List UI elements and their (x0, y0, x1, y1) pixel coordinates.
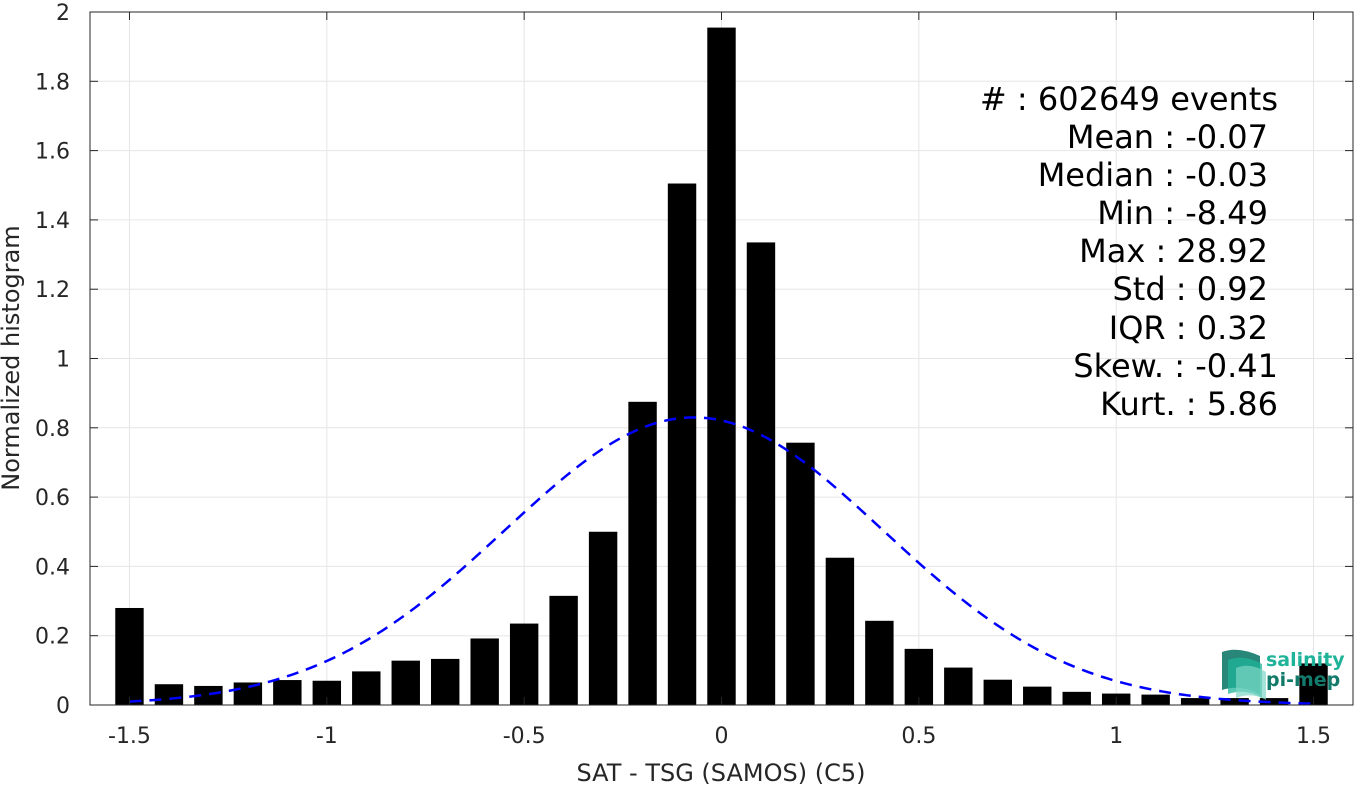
stat-iqr: IQR : 0.32 (1109, 309, 1268, 347)
y-tick-label: 0.6 (35, 486, 70, 511)
histogram-bar (865, 620, 894, 705)
histogram-bar (1180, 698, 1210, 705)
histogram-bar (431, 658, 460, 705)
histogram-bar (115, 607, 144, 705)
histogram-bar (667, 183, 697, 705)
histogram-bar (786, 442, 815, 705)
x-tick-label: 0 (715, 724, 729, 749)
histogram-bar (1023, 686, 1052, 705)
stat-median: Median : -0.03 (1038, 156, 1268, 194)
stat-max: Max : 28.92 (1079, 232, 1268, 270)
y-tick-label: 0.8 (35, 417, 70, 442)
histogram-bar (1259, 698, 1289, 705)
stat-std: Std : 0.92 (1112, 270, 1268, 308)
y-tick-label: 1.6 (35, 140, 70, 165)
y-axis-label: Normalized histogram (0, 225, 25, 490)
y-tick-label: 1.4 (35, 209, 70, 234)
histogram-bar (746, 242, 776, 706)
histogram-bar (352, 671, 381, 705)
histogram-bar (1141, 694, 1170, 705)
stat-min: Min : -8.49 (1097, 194, 1268, 232)
histogram-bar (273, 680, 302, 705)
y-tick-label: 1.8 (35, 70, 70, 95)
histogram-bar (470, 638, 499, 705)
histogram-bar (233, 682, 263, 705)
y-tick-label: 0 (56, 694, 70, 719)
x-tick-label: -0.5 (503, 724, 546, 749)
stats-annotation: # : 602649 events Mean : -0.07 Median : … (980, 80, 1278, 423)
histogram-bar (904, 648, 934, 705)
logo-text-salinity: salinity (1266, 649, 1345, 671)
histogram-bar (983, 679, 1012, 705)
x-axis-ticks: -1.5 -1 -0.5 0 0.5 1 1.5 (108, 12, 1331, 749)
histogram-bar (588, 531, 618, 705)
x-tick-label: -1.5 (108, 724, 151, 749)
histogram-bar (1220, 698, 1249, 705)
x-tick-label: 1 (1109, 724, 1123, 749)
histogram-bar (944, 667, 973, 705)
x-tick-label: 0.5 (901, 724, 936, 749)
y-tick-label: 0.2 (35, 625, 70, 650)
histogram-bar (549, 595, 578, 705)
stat-skew: Skew. : -0.41 (1073, 347, 1278, 385)
x-tick-label: -1 (316, 724, 338, 749)
histogram-bar (1062, 691, 1091, 705)
y-axis-ticks: 0 0.2 0.4 0.6 0.8 1 1.2 1.4 1.6 1.8 2 (35, 1, 1353, 719)
histogram-bar (707, 27, 736, 705)
gaussian-fit-curve (129, 416, 1314, 705)
y-tick-label: 1.2 (35, 278, 70, 303)
y-tick-label: 1 (56, 348, 70, 373)
histogram-bar (825, 557, 855, 705)
histogram-bar (509, 623, 539, 705)
stat-mean: Mean : -0.07 (1067, 118, 1268, 156)
x-axis-label: SAT - TSG (SAMOS) (C5) (577, 759, 866, 785)
salinity-pimep-logo: salinity pi-mep (1222, 649, 1345, 700)
histogram-bar (391, 660, 420, 705)
wave-logo-icon (1222, 649, 1266, 700)
histogram-bars (115, 27, 1328, 706)
histogram-bar (154, 684, 184, 705)
y-tick-label: 2 (56, 1, 70, 26)
x-tick-label: 1.5 (1296, 724, 1331, 749)
histogram-bar (628, 401, 657, 705)
y-tick-label: 0.4 (35, 555, 70, 580)
stat-kurt: Kurt. : 5.86 (1100, 385, 1278, 423)
histogram-bar (194, 685, 223, 705)
stat-events: # : 602649 events (980, 80, 1278, 118)
logo-text-pimep: pi-mep (1266, 669, 1340, 691)
